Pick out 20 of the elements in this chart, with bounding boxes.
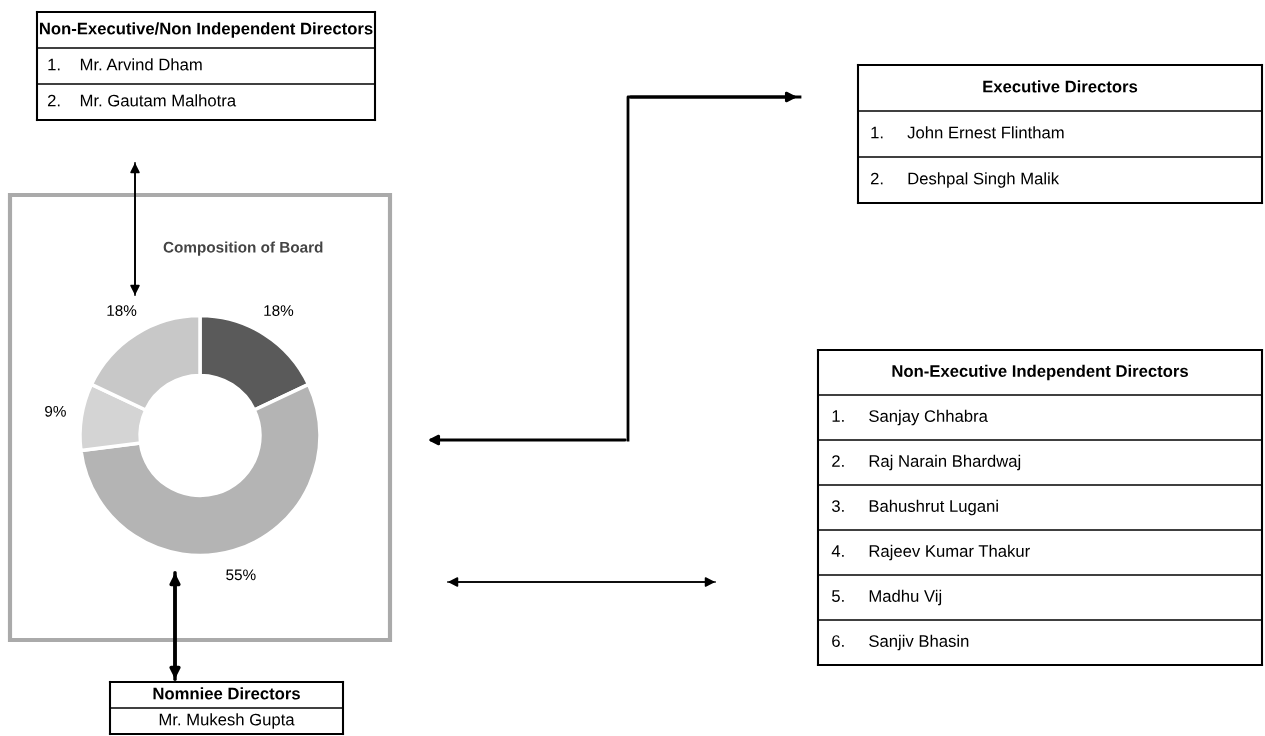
text: 1. John Ernest Flintham bbox=[871, 126, 1064, 139]
text: Nomniee Directors bbox=[153, 687, 300, 700]
text: 2. Raj Narain Bhardwaj bbox=[832, 454, 1021, 471]
text: 1. Mr. Arvind Dham bbox=[48, 58, 202, 71]
text: 2. Deshpal Singh Malik bbox=[870, 172, 1060, 188]
data-label: 18% bbox=[264, 305, 294, 316]
data-label: 9% bbox=[45, 405, 66, 417]
text: Executive Directors bbox=[983, 80, 1138, 93]
text: Non-Executive/Non Independent Directors bbox=[39, 22, 373, 38]
text: 5. Madhu Vij bbox=[831, 589, 942, 606]
text: 2. Mr. Gautam Malhotra bbox=[47, 94, 237, 107]
text: Non-Executive Independent Directors bbox=[892, 364, 1188, 381]
data-label: 18% bbox=[107, 305, 137, 316]
data-label: 55% bbox=[226, 569, 256, 581]
text: 1. Sanjay Chhabra bbox=[832, 409, 988, 426]
text: 6. Sanjiv Bhasin bbox=[832, 634, 969, 651]
text: Mr. Mukesh Gupta bbox=[159, 713, 295, 729]
text: 3. Bahushrut Lugani bbox=[831, 499, 998, 516]
text: 4. Rajeev Kumar Thakur bbox=[831, 544, 1030, 561]
chart-title: Composition of Board bbox=[163, 241, 323, 256]
